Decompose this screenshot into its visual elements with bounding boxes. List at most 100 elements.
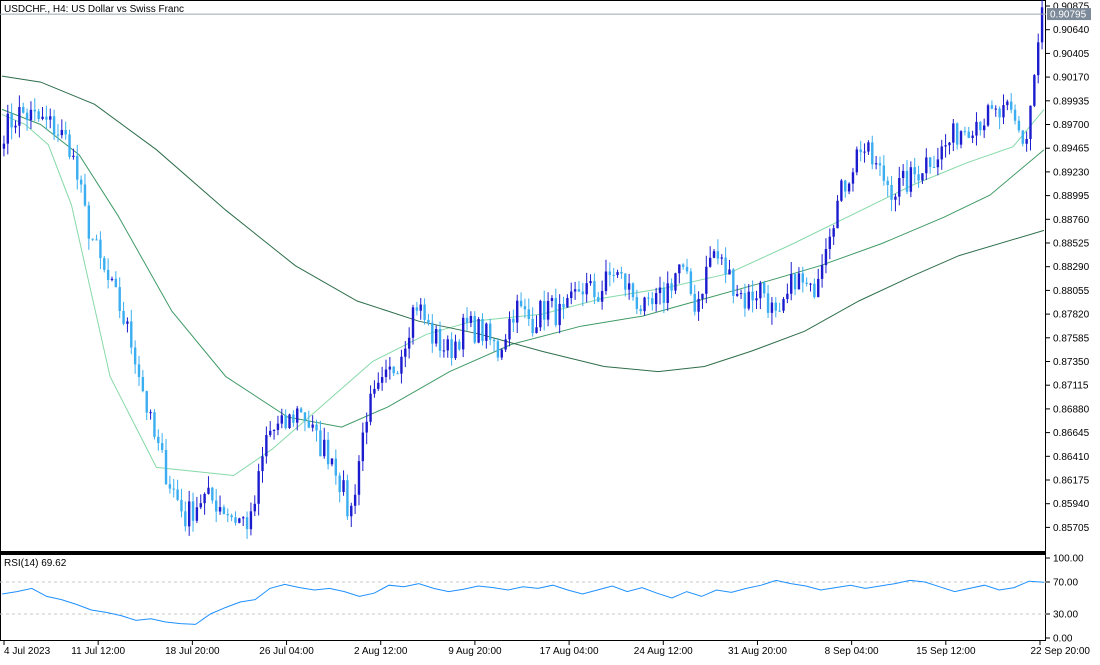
candle-body (882, 165, 886, 181)
candle-body (33, 109, 37, 112)
candle-body (130, 321, 133, 348)
candle-body (369, 393, 372, 422)
candle-body (712, 251, 716, 258)
price-tick-label: 0.86645 (1053, 428, 1090, 439)
candle-body (253, 503, 256, 512)
candle-body (492, 339, 496, 342)
candle-body (145, 391, 148, 413)
time-tick-label: 4 Jul 2023 (4, 646, 51, 657)
rsi-tick-label: 0.00 (1053, 634, 1073, 645)
candle-body (87, 205, 91, 239)
chart-title: USDCHF., H4: US Dollar vs Swiss Franc (4, 4, 184, 15)
ma-slow-line (1, 75, 1045, 373)
candle-body (203, 493, 206, 504)
candle-body (828, 236, 832, 250)
candle-body (546, 300, 550, 320)
candle-body (245, 517, 249, 530)
candle-body (218, 507, 222, 512)
candle-body (589, 281, 592, 284)
time-tick-label: 2 Aug 12:00 (354, 646, 408, 657)
candle-body (890, 184, 893, 200)
rsi-tick-label: 100.00 (1053, 554, 1084, 565)
candle-body (550, 298, 554, 301)
candle-body (670, 283, 673, 291)
price-tick-label: 0.88760 (1053, 215, 1090, 226)
candle-body (674, 273, 677, 291)
candle-body (1040, 7, 1044, 43)
candle-body (959, 131, 963, 145)
candle-body (338, 475, 341, 492)
candle-body (720, 257, 723, 259)
candle-body (280, 415, 283, 424)
rsi-tick-label: 30.00 (1053, 610, 1078, 621)
candle-body (1017, 120, 1021, 131)
candle-body (296, 408, 299, 423)
candle-body (813, 283, 816, 298)
candle-body (133, 347, 137, 365)
rsi-series (1, 579, 1045, 625)
candle-body (685, 266, 689, 272)
candle-body (485, 323, 488, 341)
candle-body (323, 439, 326, 457)
candle-body (168, 484, 172, 489)
price-tick-label: 0.86175 (1053, 476, 1090, 487)
candle-body (523, 306, 527, 310)
candle-body (431, 322, 434, 344)
price-tick-label: 0.87820 (1053, 310, 1090, 321)
candle-body (396, 373, 399, 375)
candle-body (2, 143, 6, 149)
rsi-axis[interactable]: 100.00 70.00 30.00 0.00 (1046, 554, 1084, 645)
candle-body (570, 291, 573, 298)
ma-fast-line (1, 109, 1045, 477)
candle-body (288, 414, 291, 429)
candle-body (817, 278, 820, 298)
candle-body (234, 517, 237, 523)
candle-body (22, 107, 25, 113)
candle-body (404, 348, 407, 357)
candle-body (535, 327, 538, 334)
candle-body (527, 309, 530, 319)
candle-body (994, 108, 997, 110)
ma-mid-line (1, 108, 1045, 428)
price-axis[interactable]: 0.90875 0.90640 0.90405 0.90170 0.89935 0.897… (1046, 2, 1090, 534)
candle-body (276, 423, 280, 430)
candle-body (450, 339, 453, 358)
candle-body (458, 341, 461, 350)
candle-body (508, 318, 511, 340)
candle-body (249, 511, 253, 530)
candle-body (481, 318, 484, 341)
candle-body (874, 163, 878, 165)
candle-body (377, 382, 380, 389)
rsi-label: RSI(14) 69.62 (4, 558, 67, 569)
candle-body (666, 283, 669, 303)
price-tick-label: 0.89935 (1053, 96, 1090, 107)
candle-body (573, 289, 577, 292)
candle-body (697, 298, 700, 312)
candle-body (597, 297, 600, 302)
price-tick-label: 0.87115 (1053, 381, 1089, 392)
price-tick-label: 0.90640 (1053, 25, 1090, 36)
price-tick-label: 0.88995 (1053, 191, 1090, 202)
candle-body (940, 146, 943, 160)
candle-body (427, 319, 430, 323)
price-tick-label: 0.90170 (1053, 73, 1090, 84)
candle-body (25, 112, 29, 121)
candle-body (461, 317, 465, 350)
candle-body (160, 443, 164, 450)
candle-body (639, 308, 642, 312)
candle-body (388, 366, 392, 370)
candle-body (516, 300, 519, 323)
time-tick-label: 26 Jul 04:00 (259, 646, 314, 657)
candle-body (326, 439, 330, 465)
time-tick-label: 18 Jul 20:00 (165, 646, 220, 657)
candle-body (342, 480, 345, 492)
candle-body (415, 307, 419, 311)
candle-body (558, 303, 561, 326)
time-axis[interactable]: 4 Jul 2023 11 Jul 12:00 18 Jul 20:00 26 Jul… (3, 641, 1090, 657)
candle-body (851, 172, 855, 184)
current-price-tag (1047, 8, 1091, 21)
candle-body (948, 142, 951, 146)
candle-body (963, 131, 967, 133)
